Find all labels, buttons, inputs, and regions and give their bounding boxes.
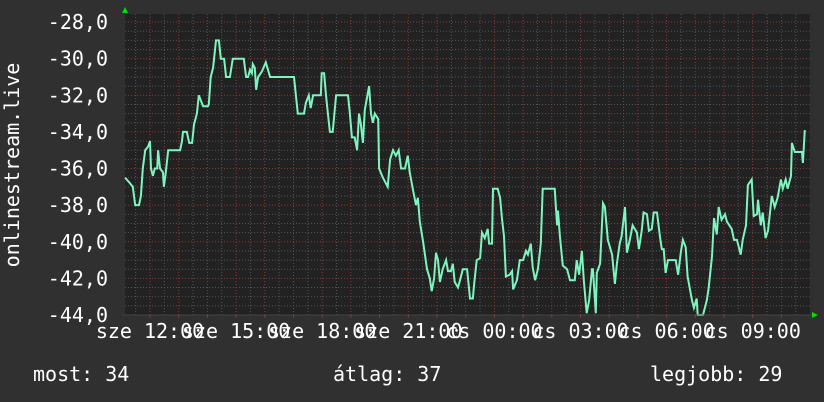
x-tick-label: cs 00:00 bbox=[446, 319, 542, 343]
x-axis-arrow-icon bbox=[812, 312, 818, 318]
y-axis-ticks: -28,0 -30,0 -32,0 -34,0 -36,0 -38,0 -40,0 -42,0… bbox=[48, 10, 108, 327]
x-tick-label: sze 18:00 bbox=[268, 319, 376, 343]
x-tick-label: cs 06:00 bbox=[618, 319, 714, 343]
x-tick-label: cs 03:00 bbox=[532, 319, 628, 343]
y-tick-label: -34,0 bbox=[48, 120, 108, 144]
legend-best: legjobb: 29 bbox=[650, 362, 783, 386]
y-axis-title: onlinestream.live bbox=[0, 63, 24, 268]
y-axis-arrow-icon bbox=[122, 7, 128, 13]
x-tick-label: cs 09:00 bbox=[705, 319, 801, 343]
x-tick-label: sze 15:00 bbox=[182, 319, 290, 343]
y-tick-label: -38,0 bbox=[48, 193, 108, 217]
plot-area bbox=[125, 14, 810, 315]
y-tick-label: -36,0 bbox=[48, 157, 108, 181]
y-tick-label: -42,0 bbox=[48, 266, 108, 290]
x-tick-label: sze 21:00 bbox=[354, 319, 462, 343]
y-tick-label: -28,0 bbox=[48, 10, 108, 34]
y-tick-label: -32,0 bbox=[48, 83, 108, 107]
y-tick-label: -40,0 bbox=[48, 230, 108, 254]
y-tick-label: -30,0 bbox=[48, 47, 108, 71]
legend-average: átlag: 37 bbox=[333, 362, 442, 386]
grid bbox=[125, 14, 810, 318]
x-tick-label: sze 12:00 bbox=[96, 319, 204, 343]
y-tick-label: -44,0 bbox=[48, 303, 108, 327]
legend-current: most: 34 bbox=[33, 362, 130, 386]
series-line bbox=[124, 39, 806, 316]
